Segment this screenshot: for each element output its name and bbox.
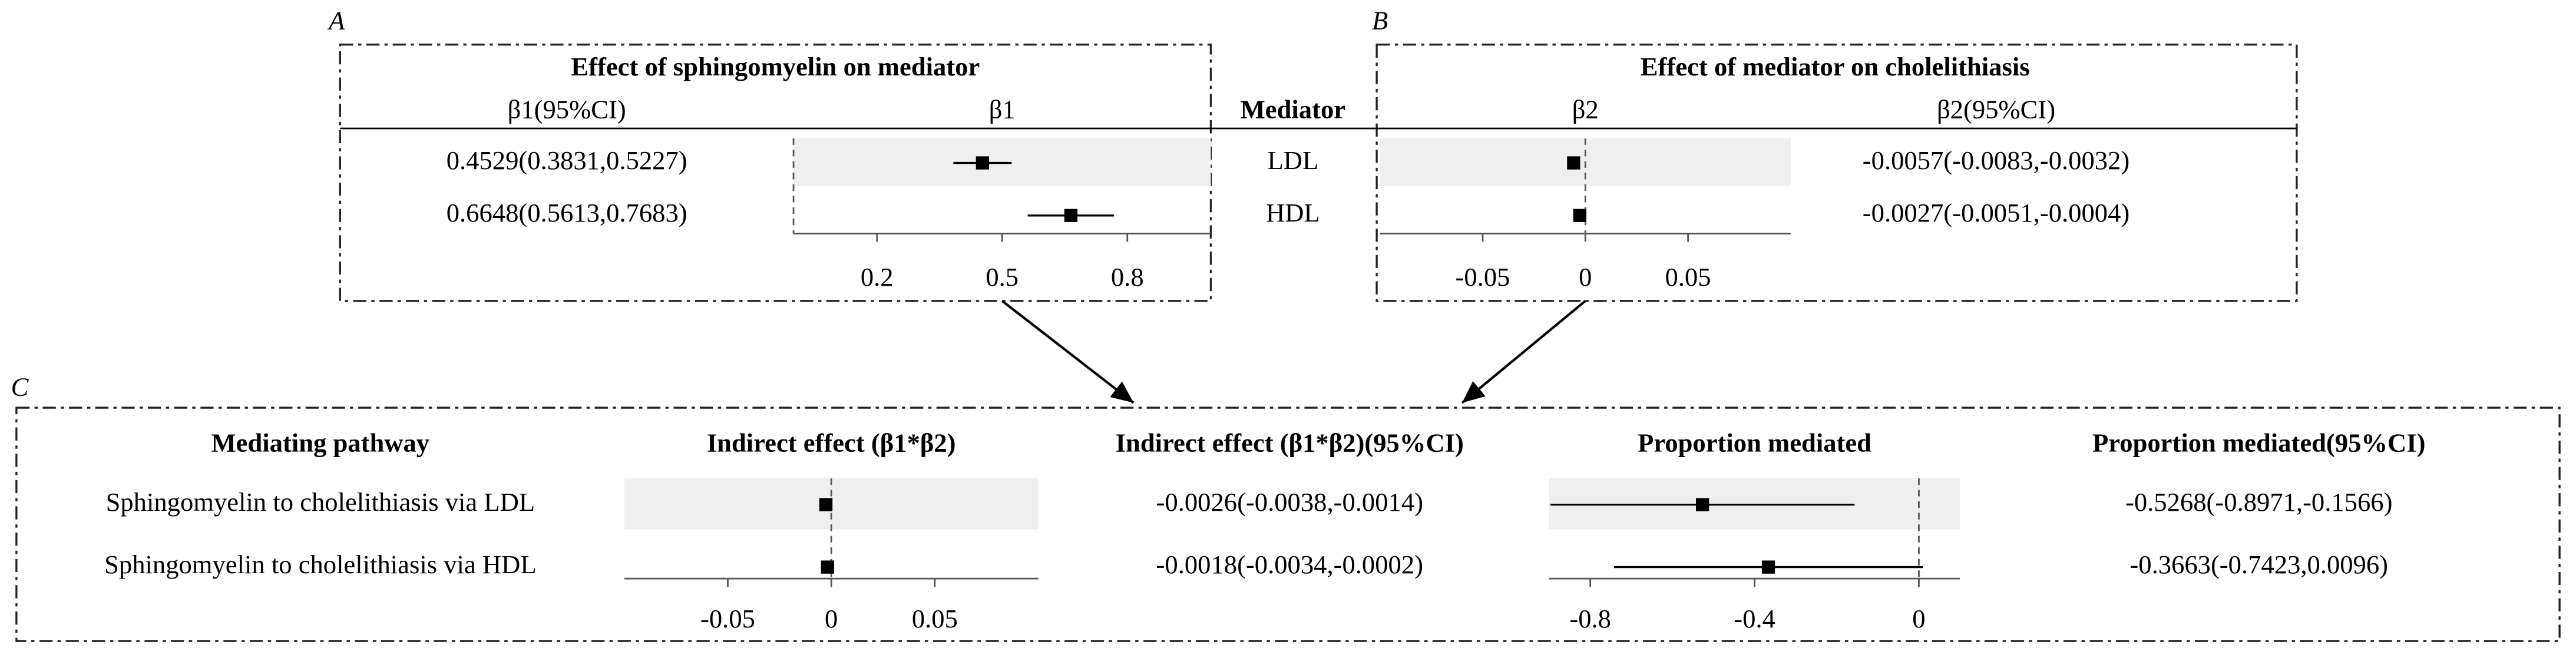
x-tick-label: 0 xyxy=(825,604,838,633)
ci-label: -0.0026(-0.0038,-0.0014) xyxy=(1156,487,1423,517)
ci-label: -0.5268(-0.8971,-0.1566) xyxy=(2125,487,2392,517)
panel-c-box xyxy=(15,406,2561,642)
column-header: Mediator xyxy=(1241,94,1345,124)
arrow xyxy=(1001,300,1135,404)
column-header: Proportion mediated(95%CI) xyxy=(2092,428,2425,457)
x-tick-label: 0.2 xyxy=(861,262,894,292)
point-estimate xyxy=(1761,560,1775,574)
ci-label: 0.4529(0.3831,0.5227) xyxy=(447,146,687,175)
x-tick-label: 0 xyxy=(1912,604,1925,633)
point-estimate xyxy=(1567,156,1580,170)
panel-title: Effect of sphingomyelin on mediator xyxy=(571,52,980,81)
point-estimate xyxy=(1695,498,1709,511)
x-tick-label: -0.05 xyxy=(1456,262,1510,292)
column-header: β2 xyxy=(1572,94,1599,124)
point-estimate xyxy=(1573,209,1587,222)
mediator-label: HDL xyxy=(1266,198,1320,227)
ci-label: -0.3663(-0.7423,0.0096) xyxy=(2129,550,2388,579)
x-tick-label: 0 xyxy=(1579,262,1592,292)
x-tick-label: -0.4 xyxy=(1734,604,1775,633)
panel-label: A xyxy=(327,6,345,35)
ci-label: -0.0027(-0.0051,-0.0004) xyxy=(1863,198,2129,227)
column-header: β2(95%CI) xyxy=(1937,94,2055,124)
x-tick-label: -0.8 xyxy=(1569,604,1611,633)
column-header: β1(95%CI) xyxy=(508,94,626,124)
x-tick-label: 0.5 xyxy=(986,262,1019,292)
panel-label: C xyxy=(11,372,29,402)
pathway-label: Sphingomyelin to cholelithiasis via HDL xyxy=(104,550,537,579)
point-estimate xyxy=(819,498,833,511)
panel-label: B xyxy=(1372,6,1388,35)
point-estimate xyxy=(975,156,990,170)
ci-label: -0.0057(-0.0083,-0.0032) xyxy=(1863,146,2129,175)
arrow xyxy=(1461,300,1586,404)
panel-b-box xyxy=(1375,44,2298,302)
ci-label: -0.0018(-0.0034,-0.0002) xyxy=(1156,550,1423,579)
column-header: Proportion mediated xyxy=(1638,428,1871,457)
column-header: β1 xyxy=(989,94,1016,124)
panel-title: Effect of mediator on cholelithiasis xyxy=(1641,52,2030,81)
pathway-label: Sphingomyelin to cholelithiasis via LDL xyxy=(106,487,535,517)
x-tick-label: -0.05 xyxy=(700,604,755,633)
point-estimate xyxy=(821,560,835,574)
column-header: Indirect effect (β1*β2)(95%CI) xyxy=(1116,428,1464,457)
ci-label: 0.6648(0.5613,0.7683) xyxy=(447,198,687,227)
column-header: Mediating pathway xyxy=(211,428,430,457)
column-header: Indirect effect (β1*β2) xyxy=(707,428,956,457)
mediator-label: LDL xyxy=(1268,146,1319,175)
point-estimate xyxy=(1064,209,1078,222)
x-tick-label: 0.8 xyxy=(1111,262,1144,292)
x-tick-label: 0.05 xyxy=(912,604,958,633)
x-tick-label: 0.05 xyxy=(1665,262,1711,292)
